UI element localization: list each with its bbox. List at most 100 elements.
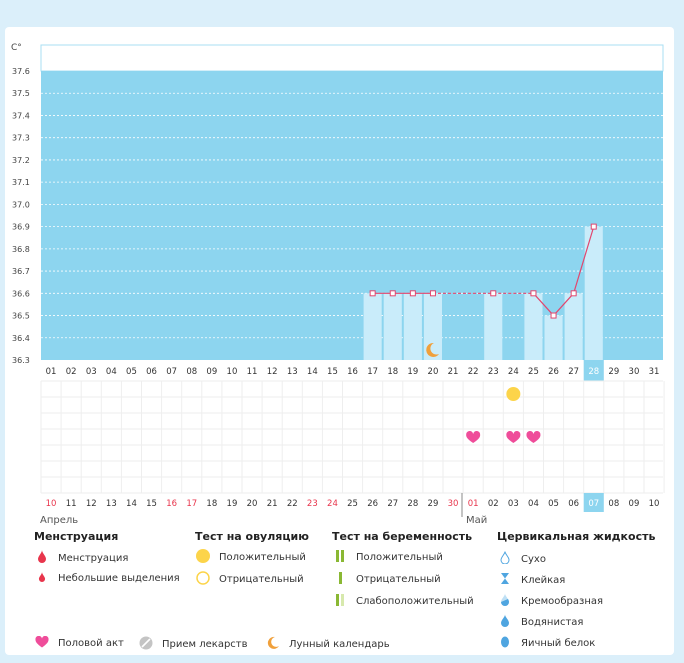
cycle-day-label: 20: [428, 367, 439, 377]
today-highlight: [583, 493, 604, 512]
y-tick-label: 37.4: [12, 111, 30, 120]
cycle-day-label: 28: [588, 367, 599, 377]
legend-pregnancy-weak: Слабоположительный: [332, 593, 474, 610]
legend-medication: Прием лекарств: [138, 636, 248, 653]
cycle-day-label: 22: [468, 367, 479, 377]
cycle-day-label: 24: [508, 367, 519, 377]
legend-ovulation-positive: Положительный: [195, 549, 306, 566]
temperature-bar: [383, 293, 402, 360]
calendar-date-label: 18: [206, 499, 217, 509]
calendar-date-label: 28: [407, 499, 418, 509]
calendar-date-label: 24: [327, 499, 338, 509]
calendar-date-label: 17: [186, 499, 197, 509]
water-drop-icon: [501, 614, 509, 627]
calendar-date-label: 08: [608, 499, 619, 509]
chart-card: C° 37.6 37.5 37.4 37.3 37.2 37.1 37.0 36.9 36.8 3…: [5, 27, 674, 655]
temperature-point: [550, 312, 557, 319]
calendar-date-label: 22: [287, 499, 298, 509]
legend-menstruation-label: Менструация: [58, 552, 129, 564]
calendar-date-label: 10: [649, 499, 660, 509]
single-line-icon: [339, 572, 342, 584]
current-day-highlight: [583, 360, 604, 381]
y-tick-label: 37.0: [12, 200, 30, 209]
y-tick-label: 36.8: [12, 245, 30, 254]
temperature-bar: [403, 293, 422, 360]
calendar-date-label: 04: [528, 499, 539, 509]
temperature-bar: [484, 293, 503, 360]
legend-lunar-label: Лунный календарь: [289, 639, 390, 650]
cycle-day-label: 13: [287, 367, 298, 377]
cycle-day-label: 27: [568, 367, 579, 377]
legend-cervical-watery-label: Водянистая: [521, 616, 584, 628]
cycle-day-label: 15: [327, 367, 338, 377]
y-tick-label: 36.9: [12, 223, 30, 232]
calendar-date-label: 30: [448, 499, 459, 509]
legend-pregnancy-weak-label: Слабоположительный: [356, 596, 474, 607]
cycle-day-label: 19: [407, 367, 418, 377]
cycle-day-label: 10: [227, 367, 238, 377]
calendar-date-label: 15: [146, 499, 157, 509]
calendar-date-label: 11: [66, 499, 77, 509]
cycle-day-label: 17: [367, 367, 378, 377]
legend-pregnancy-positive: Положительный: [332, 549, 443, 566]
legend-cervical-creamy: Кремообразная: [497, 593, 603, 609]
calendar-date-label: 10: [46, 499, 57, 509]
legend-ovulation-negative: Отрицательный: [195, 571, 304, 588]
cycle-day-label: 29: [608, 367, 619, 377]
legend-cervical-sticky-label: Клейкая: [521, 574, 566, 586]
y-tick-label: 36.3: [12, 356, 30, 365]
calendar-date-label: 27: [387, 499, 398, 509]
intercourse-heart: [526, 430, 541, 443]
temperature-bar: [564, 293, 583, 360]
heart-icon: [35, 635, 49, 648]
sticky-icon: [501, 573, 509, 584]
temperature-bar: [544, 315, 563, 360]
legend-ovulation-positive-label: Положительный: [219, 552, 306, 563]
temperature-bar: [363, 293, 382, 360]
egg-white-icon: [501, 636, 509, 648]
cycle-day-label: 05: [126, 367, 137, 377]
temperature-chart: C° 37.6 37.5 37.4 37.3 37.2 37.1 37.0 36.9 36.8 3…: [11, 43, 665, 517]
legend-medication-label: Прием лекарств: [162, 639, 248, 650]
half-drop-icon: [501, 593, 509, 606]
temperature-bar: [524, 293, 543, 360]
temperature-point: [429, 290, 436, 297]
legend-cervical-dry: Сухо: [497, 551, 546, 567]
positive-circle-icon: [196, 549, 210, 563]
cycle-day-label: 07: [166, 367, 177, 377]
intercourse-heart: [466, 430, 481, 443]
y-tick-label: 36.7: [12, 267, 30, 276]
calendar-date-label: 09: [629, 499, 640, 509]
temperature-point: [590, 223, 597, 230]
cycle-day-label: 31: [649, 367, 660, 377]
legend-intercourse-label: Половой акт: [58, 638, 124, 649]
cycle-day-label: 06: [146, 367, 157, 377]
negative-circle-icon: [196, 571, 210, 585]
calendar-date-label: 29: [428, 499, 439, 509]
y-tick-label: 37.3: [12, 134, 30, 143]
small-blood-drop-icon: [38, 572, 46, 582]
pill-icon: [139, 636, 153, 650]
temperature-bar: [584, 226, 603, 360]
plot-area: [41, 71, 663, 360]
calendar-date-label: 01: [468, 499, 479, 509]
y-tick-label: 37.2: [12, 156, 30, 165]
legend-ovulation-title: Тест на овуляцию: [195, 530, 309, 543]
legend-pregnancy-negative: Отрицательный: [332, 571, 441, 588]
moon-icon: [267, 636, 279, 649]
legend-menstruation-title: Менструация: [34, 530, 119, 543]
calendar-date-label: 23: [307, 499, 318, 509]
cycle-day-label: 03: [86, 367, 97, 377]
temperature-line-segment: [533, 292, 554, 316]
temperature-line-segment: [553, 292, 575, 316]
cycle-day-label: 30: [629, 367, 640, 377]
calendar-date-label: 26: [367, 499, 378, 509]
cycle-day-label: 25: [528, 367, 539, 377]
legend-cervical-eggwhite: Яичный белок: [497, 635, 595, 651]
y-tick-label: 36.5: [12, 312, 30, 321]
cycle-day-label: 08: [186, 367, 197, 377]
temperature-point: [490, 290, 497, 297]
legend-menstruation: Менструация: [34, 550, 128, 566]
cycle-day-label: 01: [46, 367, 57, 377]
cycle-day-label: 04: [106, 367, 117, 377]
